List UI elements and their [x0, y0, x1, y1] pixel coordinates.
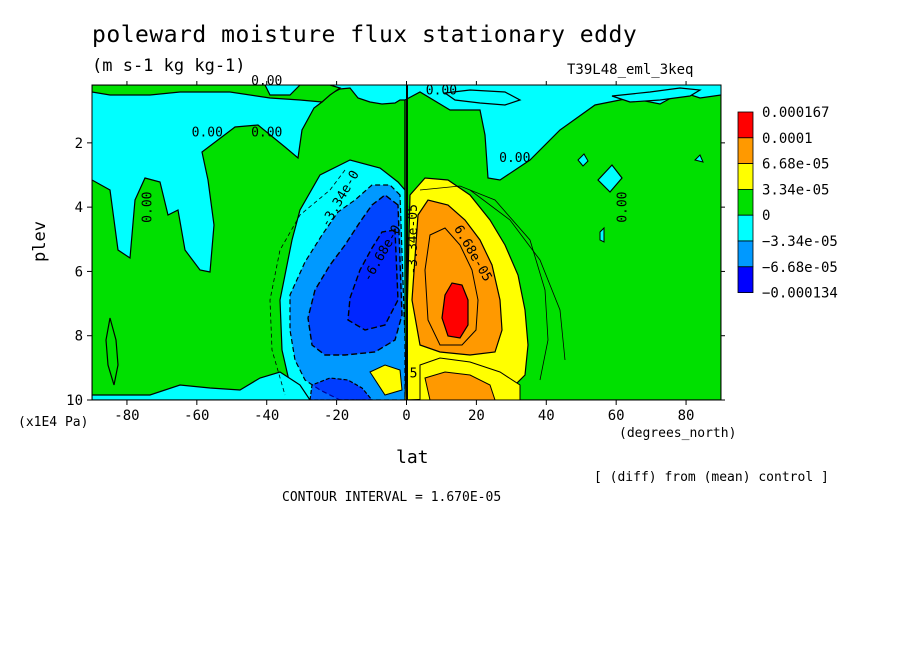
region-cyan-pocket-nw [611, 87, 702, 103]
colorbar-swatch [737, 266, 754, 293]
region-green-top [92, 85, 342, 103]
region-cyan-diamond-c [694, 154, 704, 163]
difference-note: [ (diff) from (mean) control ] [594, 470, 829, 485]
region-cyan-sliver [599, 226, 605, 243]
region-mixed-surface [369, 364, 403, 396]
contour-label: 0.00 [251, 74, 282, 89]
y-axis-multiplier: (x1E4 Pa) [18, 415, 89, 430]
x-tick-label: 80 [678, 408, 695, 424]
contour-label: 0.00 [616, 191, 631, 222]
colorbar: 0.000167 0.0001 6.68e-05 3.34e-05 0 −3.34e-05… [737, 105, 838, 302]
contour-interval: CONTOUR INTERVAL = 1.670E-05 [282, 490, 502, 505]
contour-field [92, 85, 721, 400]
x-tick-label: 0 [402, 408, 410, 424]
chart-title: poleward moisture flux stationary eddy [92, 22, 638, 48]
y-tick-label: 6 [75, 264, 83, 280]
x-tick-label: -60 [184, 408, 209, 424]
region-green-far-south [105, 317, 119, 386]
region-cyan-diamond-b [577, 153, 589, 167]
region-negative-2 [307, 194, 403, 356]
chart-units: (m s-1 kg kg-1) [92, 56, 246, 76]
x-tick-label: 40 [538, 408, 555, 424]
contour-label: 0.00 [426, 84, 457, 99]
region-positive-peak [441, 282, 469, 339]
x-tick-label: -80 [114, 408, 139, 424]
region-cyan-pocket-north [443, 89, 522, 106]
colorbar-label: −6.68e-05 [762, 260, 838, 276]
region-positive-surface-core [424, 371, 496, 400]
colorbar-label: 0.000167 [762, 105, 829, 121]
x-axis: -80 -60 -40 -20 0 20 40 60 80 [114, 81, 694, 424]
y-tick-label: 8 [75, 329, 83, 345]
contour-line-north-2 [469, 189, 566, 361]
contour-label: 5 [410, 367, 418, 382]
contour-label: 0.00 [140, 191, 155, 222]
colorbar-swatch [737, 214, 754, 242]
colorbar-swatch [737, 188, 754, 216]
colorbar-label: −3.34e-05 [762, 234, 838, 250]
x-axis-label: lat [396, 447, 429, 468]
colorbar-swatch [737, 163, 754, 190]
x-tick-label: 60 [608, 408, 625, 424]
contour-label: 0.00 [192, 125, 223, 140]
contour-line-north-1 [419, 185, 549, 381]
x-tick-label: 20 [468, 408, 485, 424]
dataset-label: T39L48_eml_3keq [567, 62, 694, 78]
colorbar-swatch [737, 240, 754, 268]
contour-label: -3.34e-05 [406, 204, 421, 274]
y-tick-label: 2 [75, 136, 83, 152]
x-tick-label: -40 [254, 408, 279, 424]
region-negative-3 [347, 229, 399, 331]
colorbar-label: 6.68e-05 [762, 157, 829, 173]
colorbar-swatch [737, 137, 754, 165]
region-cyan-diamond-a [597, 164, 623, 193]
x-axis-units: (degrees_north) [619, 426, 737, 441]
colorbar-label: 3.34e-05 [762, 182, 829, 198]
colorbar-label: −0.000134 [762, 286, 838, 302]
x-tick-label: -20 [324, 408, 349, 424]
contour-label: 0.00 [499, 151, 530, 166]
y-axis: 2 4 6 8 10 [66, 136, 725, 409]
region-cyan-south-surface [92, 371, 311, 400]
colorbar-swatch [737, 111, 754, 139]
contour-label: 0.00 [251, 125, 282, 140]
y-tick-label: 10 [66, 393, 83, 409]
region-negative-surface [309, 377, 373, 400]
colorbar-label: 0 [762, 208, 770, 224]
colorbar-label: 0.0001 [762, 131, 813, 147]
y-tick-label: 4 [75, 200, 83, 216]
contour-line-south-1 [269, 169, 346, 396]
